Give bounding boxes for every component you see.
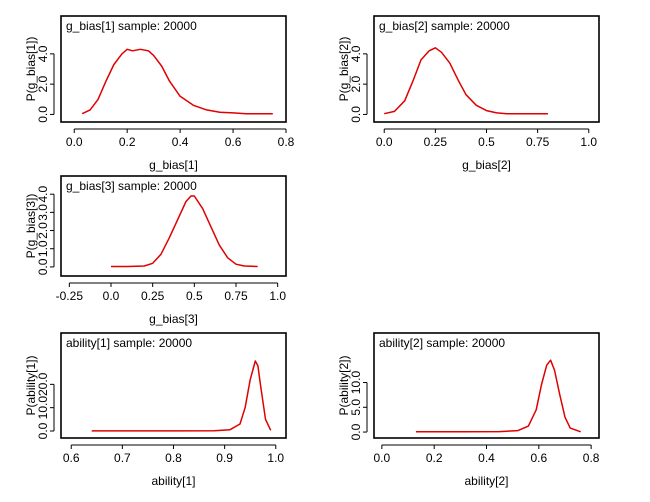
y-tick-label: 3.0: [36, 204, 50, 221]
density-line: [415, 359, 581, 433]
plot-frame: [60, 175, 287, 277]
y-tick-label: 4.0: [349, 45, 363, 62]
y-tick-label: 2.0: [36, 222, 50, 239]
y-tick-label: 0.0: [349, 423, 363, 440]
x-axis-label: ability[2]: [464, 474, 508, 488]
x-tick-label: 0.2: [119, 135, 136, 149]
x-tick-label: 0.0: [66, 135, 83, 149]
plot-frame: [60, 15, 287, 123]
chart-panel-3: g_bias[3] sample: 20000 -0.25 0.0 0.25 0.5 0.…: [24, 175, 287, 326]
plot-frame: [373, 15, 600, 123]
y-tick-label: 4.0: [36, 186, 50, 203]
x-tick-label: 0.0: [103, 289, 120, 303]
y-axis-label: P(g_bias[3]): [24, 194, 38, 259]
chart-panel-5: ability[2] sample: 20000 0.0 0.2 0.4 0.6 0.8 a…: [337, 332, 600, 488]
x-tick-label: 0.6: [530, 451, 547, 465]
chart-panel-4: ability[1] sample: 20000 0.6 0.7 0.8 0.9 1.0 a…: [24, 332, 287, 488]
density-line: [81, 48, 273, 115]
y-axis-label: P(ability[1]): [24, 355, 38, 415]
chart-panel-2: g_bias[2] sample: 20000 0.0 0.25 0.5 0.75 1.0…: [337, 15, 600, 172]
x-tick-label: -0.25: [56, 289, 84, 303]
x-axis-label: g_bias[2]: [462, 158, 511, 172]
chart-title: ability[2] sample: 20000: [379, 336, 505, 350]
x-tick-label: 0.8: [583, 451, 600, 465]
x-tick-label: 1.0: [580, 135, 597, 149]
x-tick-label: 0.5: [478, 135, 495, 149]
y-tick-label: 10.0: [36, 396, 50, 420]
x-tick-label: 1.0: [269, 289, 286, 303]
x-axis-label: g_bias[3]: [149, 312, 198, 326]
x-tick-label: 0.8: [278, 135, 295, 149]
x-tick-label: 0.9: [216, 451, 233, 465]
x-axis-label: g_bias[1]: [149, 158, 198, 172]
density-line: [91, 360, 272, 432]
y-tick-label: 2.0: [349, 75, 363, 92]
y-tick-label: 0.0: [349, 106, 363, 123]
y-tick-label: 0.0: [36, 106, 50, 123]
plot-frame: [373, 332, 600, 439]
y-tick-label: 5.0: [349, 399, 363, 416]
y-tick-label: 20.0: [36, 372, 50, 396]
x-tick-label: 0.6: [225, 135, 242, 149]
x-tick-label: 0.7: [114, 451, 131, 465]
chart-title: g_bias[1] sample: 20000: [66, 19, 197, 33]
x-tick-label: 1.0: [267, 451, 284, 465]
y-tick-label: 10.0: [349, 371, 363, 395]
density-line: [384, 47, 548, 115]
y-axis-label: P(ability[2]): [337, 355, 351, 415]
y-tick-label: 0.0: [36, 258, 50, 275]
x-tick-label: 0.8: [165, 451, 182, 465]
x-tick-label: 0.25: [141, 289, 165, 303]
y-tick-label: 4.0: [36, 45, 50, 62]
y-tick-label: 1.0: [36, 240, 50, 257]
chart-title: ability[1] sample: 20000: [66, 336, 192, 350]
y-axis-label: P(g_bias[1]): [24, 37, 38, 102]
x-tick-label: 0.25: [424, 135, 448, 149]
y-tick-label: 0.0: [36, 422, 50, 439]
x-tick-label: 0.75: [224, 289, 248, 303]
chart-panel-1: g_bias[1] sample: 20000 0.0 0.2 0.4 0.6 0.8 g_…: [24, 15, 295, 172]
plot-frame: [60, 332, 287, 439]
chart-title: g_bias[2] sample: 20000: [379, 19, 510, 33]
y-tick-label: 2.0: [36, 75, 50, 92]
x-tick-label: 0.6: [63, 451, 80, 465]
y-axis-label: P(g_bias[2]): [337, 37, 351, 102]
x-tick-label: 0.4: [172, 135, 189, 149]
x-tick-label: 0.75: [526, 135, 550, 149]
x-tick-label: 0.4: [478, 451, 495, 465]
x-axis-label: ability[1]: [151, 474, 195, 488]
x-tick-label: 0.0: [374, 451, 391, 465]
chart-title: g_bias[3] sample: 20000: [66, 179, 197, 193]
x-tick-label: 0.5: [186, 289, 203, 303]
x-tick-label: 0.0: [376, 135, 393, 149]
x-tick-label: 0.2: [426, 451, 443, 465]
density-line: [111, 195, 258, 268]
